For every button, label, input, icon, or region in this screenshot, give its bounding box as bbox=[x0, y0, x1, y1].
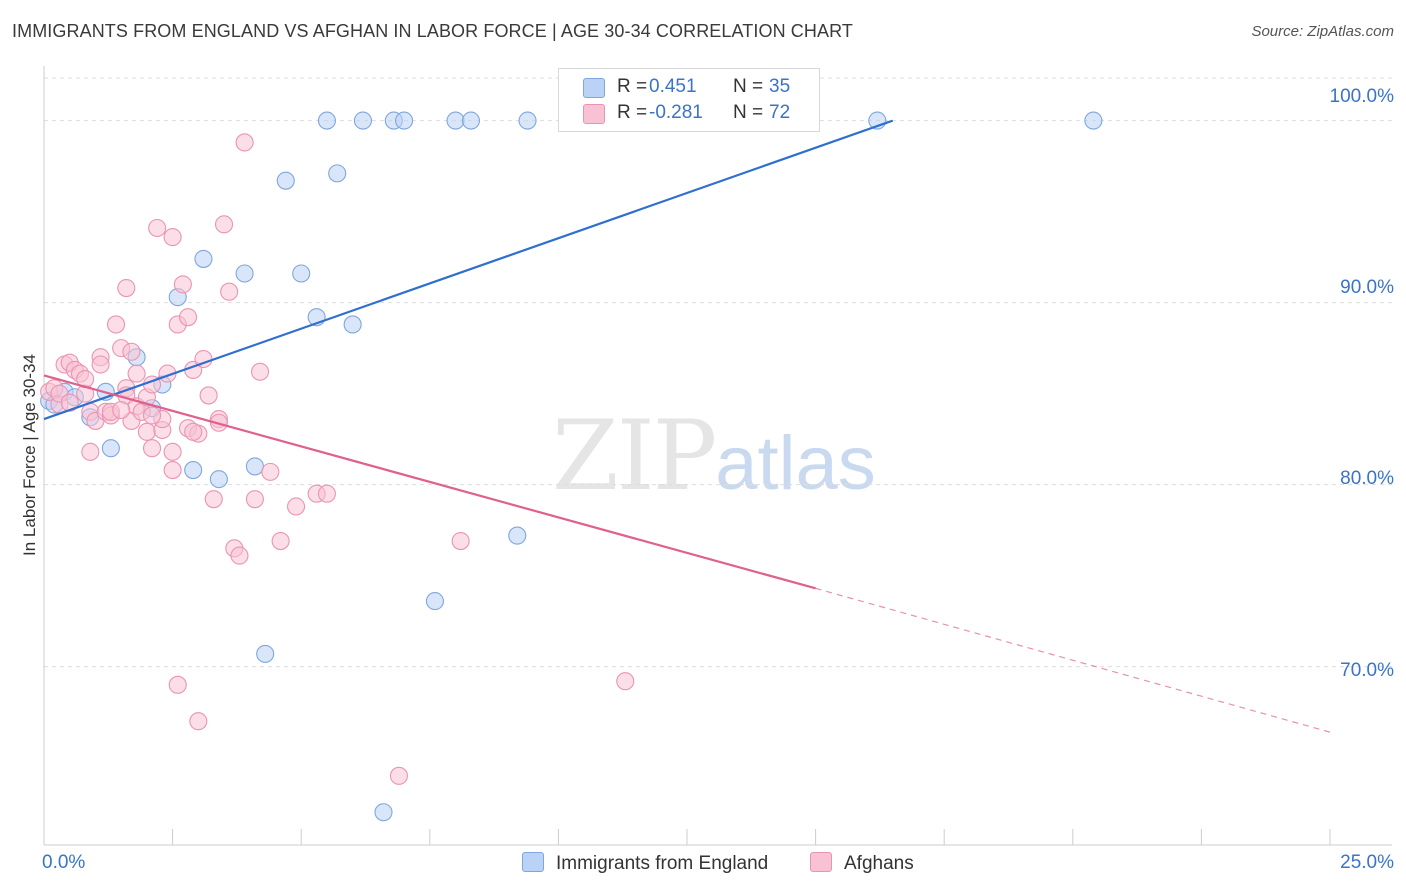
legend-r-label: R = bbox=[617, 102, 648, 123]
afghan-point bbox=[163, 228, 182, 247]
england-point bbox=[317, 111, 336, 130]
x-tick-max: 25.0% bbox=[1340, 852, 1394, 873]
afghan-trend-extension bbox=[815, 587, 1331, 733]
bottom-legend-england-label: Immigrants from England bbox=[556, 853, 769, 874]
afghan-point bbox=[117, 279, 136, 298]
england-point bbox=[353, 111, 372, 130]
legend-r-value: -0.281 bbox=[649, 102, 703, 123]
afghan-point bbox=[178, 308, 198, 327]
afghan-point bbox=[148, 218, 167, 238]
england-point bbox=[518, 111, 537, 130]
afghan-point bbox=[261, 462, 280, 481]
afghan-point bbox=[287, 497, 306, 516]
y-axis-label: In Labor Force | Age 30-34 bbox=[20, 354, 39, 556]
afghan-point bbox=[271, 531, 290, 551]
watermark-atlas: atlas bbox=[715, 421, 876, 506]
y-tick-90: 90.0% bbox=[1340, 277, 1394, 298]
afghan-point bbox=[451, 531, 470, 551]
afghan-point bbox=[163, 461, 182, 480]
source-label: Source: ZipAtlas.com bbox=[1251, 23, 1394, 40]
england-swatch bbox=[522, 852, 544, 872]
afghan-point bbox=[214, 215, 234, 234]
y-tick-80: 80.0% bbox=[1340, 468, 1394, 489]
afghan-point bbox=[142, 406, 162, 425]
afghan-point bbox=[245, 490, 264, 509]
legend-n-value: 72 bbox=[769, 102, 791, 123]
afghan-point bbox=[81, 442, 100, 461]
y-tick-100: 100.0% bbox=[1329, 86, 1394, 107]
england-point bbox=[184, 461, 203, 480]
england-point bbox=[374, 803, 393, 822]
afghan-point bbox=[106, 315, 126, 334]
afghan-point bbox=[189, 712, 208, 731]
england-point bbox=[328, 164, 347, 183]
england-point bbox=[209, 470, 228, 489]
watermark-zip: ZIP bbox=[552, 400, 717, 512]
legend-n-value: 35 bbox=[769, 76, 791, 97]
afghan-point bbox=[163, 442, 182, 461]
afghan-point bbox=[235, 133, 254, 152]
afghan-point bbox=[173, 275, 192, 294]
stats-legend: R = 0.451 N = 35 R = -0.281 N = 72 bbox=[558, 68, 820, 132]
afghan-point bbox=[168, 675, 187, 694]
legend-r-label: R = bbox=[617, 76, 648, 97]
bottom-legend-afghan-label: Afghans bbox=[844, 853, 914, 874]
england-point bbox=[194, 249, 213, 268]
afghan-point bbox=[91, 355, 110, 374]
afghan-point bbox=[112, 400, 131, 420]
chart-title: IMMIGRANTS FROM ENGLAND VS AFGHAN IN LAB… bbox=[12, 21, 853, 41]
england-point bbox=[343, 315, 362, 334]
england-point bbox=[101, 439, 120, 458]
legend-r-value: 0.451 bbox=[649, 76, 697, 97]
england-point bbox=[256, 644, 275, 663]
england-point bbox=[235, 264, 254, 283]
england-point bbox=[395, 111, 414, 130]
afghan-point bbox=[137, 422, 156, 441]
afghan-point bbox=[220, 282, 239, 301]
watermark: ZIPatlas bbox=[552, 400, 876, 512]
england-swatch bbox=[583, 78, 605, 98]
england-point bbox=[461, 111, 481, 130]
england-point bbox=[1084, 111, 1103, 130]
afghan-point bbox=[230, 546, 249, 565]
afghan-swatch bbox=[583, 104, 605, 124]
afghan-point bbox=[142, 439, 162, 458]
afghan-swatch bbox=[810, 852, 832, 872]
afghan-point bbox=[184, 422, 203, 441]
afghan-point bbox=[250, 362, 270, 381]
bottom-legend-england: Immigrants from England bbox=[522, 852, 768, 875]
x-tick-min: 0.0% bbox=[42, 852, 86, 873]
afghan-point bbox=[127, 364, 146, 383]
afghan-trend-line bbox=[43, 374, 816, 590]
y-tick-70: 70.0% bbox=[1340, 660, 1394, 681]
afghan-point bbox=[122, 342, 141, 361]
afghan-point bbox=[616, 672, 635, 691]
england-point bbox=[292, 264, 311, 283]
bottom-legend-afghan: Afghans bbox=[810, 852, 914, 875]
england-point bbox=[276, 171, 295, 190]
legend-n-label: N = bbox=[733, 102, 764, 123]
afghan-point bbox=[204, 490, 223, 509]
afghan-point bbox=[389, 766, 408, 785]
england-point bbox=[425, 592, 444, 611]
legend-n-label: N = bbox=[733, 76, 764, 97]
england-point bbox=[446, 111, 465, 130]
afghan-point bbox=[199, 386, 218, 405]
england-point bbox=[245, 457, 264, 476]
afghan-point bbox=[317, 484, 336, 503]
england-trend-line bbox=[43, 119, 894, 421]
england-point bbox=[508, 526, 527, 545]
